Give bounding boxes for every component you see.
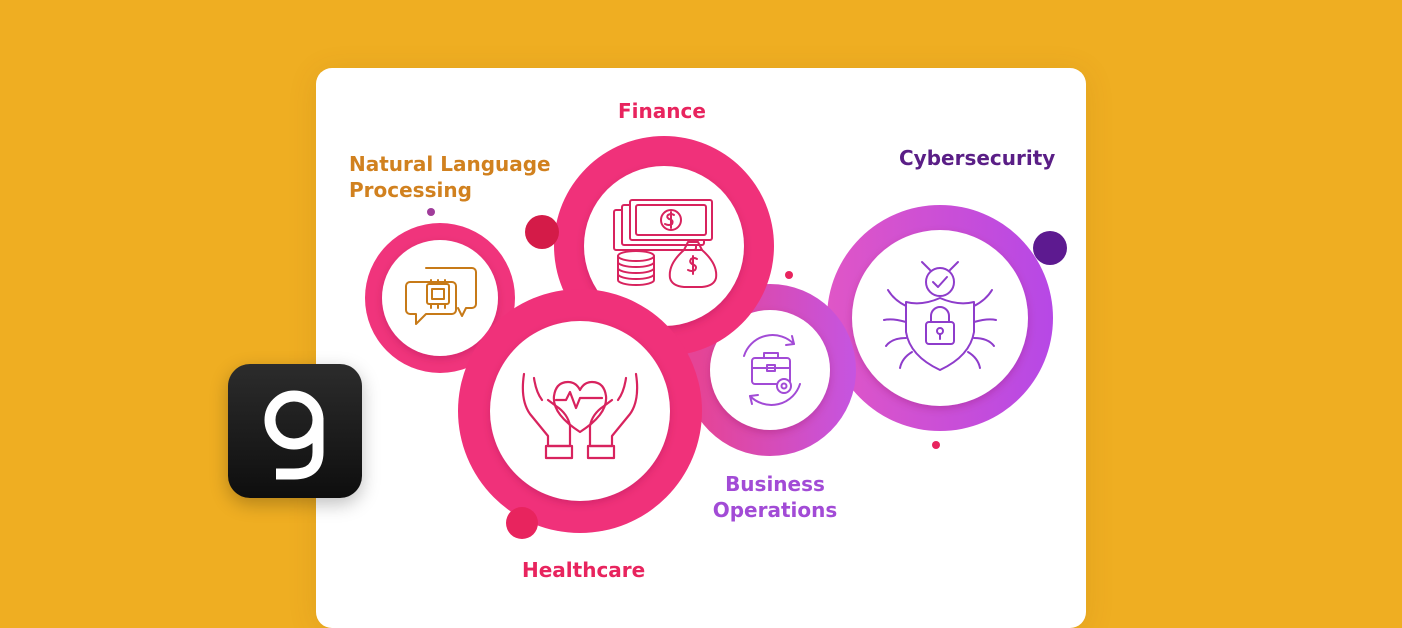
dot-decor xyxy=(1033,231,1067,265)
industry-diagram xyxy=(365,136,1067,539)
label-business-operations: Business Operations xyxy=(712,472,838,522)
dot-decor xyxy=(506,507,538,539)
label-nlp: Natural Language Processing xyxy=(349,152,551,202)
ring-cybersecurity xyxy=(827,205,1053,431)
briefcase-gear-icon xyxy=(743,334,801,406)
dot-decor xyxy=(427,208,435,216)
bug-shield-lock-icon xyxy=(883,261,997,371)
dot-decor xyxy=(525,215,559,249)
label-cybersecurity: Cybersecurity xyxy=(899,146,1056,170)
chip-chat-icon xyxy=(405,267,477,325)
app-logo xyxy=(228,364,362,498)
money-coins-icon xyxy=(613,199,718,288)
dot-decor xyxy=(932,441,940,449)
ring-healthcare xyxy=(458,289,702,533)
dot-decor xyxy=(785,271,793,279)
label-healthcare: Healthcare xyxy=(522,558,646,582)
g-logo-icon xyxy=(264,390,324,480)
label-finance: Finance xyxy=(618,99,706,123)
heart-hands-icon xyxy=(521,372,639,460)
